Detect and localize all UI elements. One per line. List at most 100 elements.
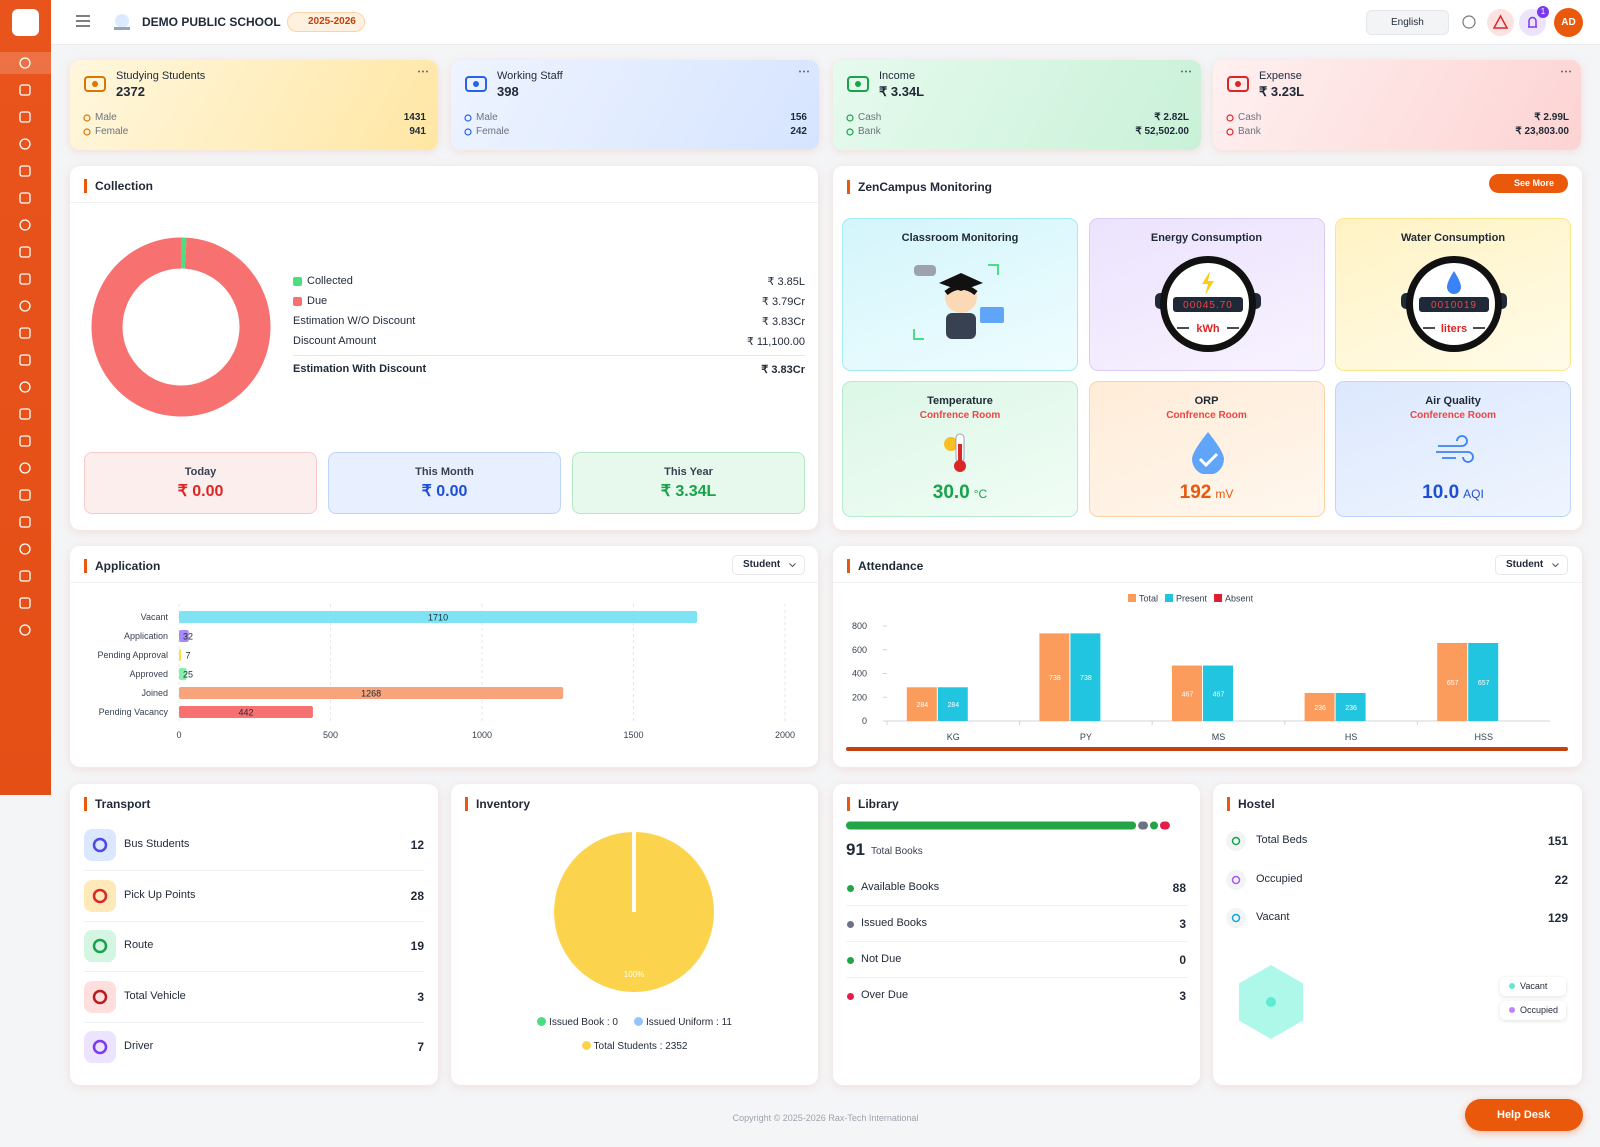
filter-label: Student [1506,559,1544,570]
item-value: 28 [410,888,424,903]
collection-card: Collection Collected ₹ 3.85L Due ₹ 3.79Cr Est… [70,166,818,530]
sensor-unit: mV [1215,487,1234,501]
scrollbar [846,747,1568,751]
bar [179,706,313,718]
x-tick-label: MS [1212,732,1226,742]
separator [84,1021,424,1023]
filter-dropdown[interactable]: Student [732,555,805,575]
icon-shape [19,543,31,555]
legend-swatch [293,277,302,286]
see-more-label: See More [1514,178,1555,188]
row-icon [464,128,472,136]
monitor-tile: Air Quality Conference Room 10.0 AQI [1335,381,1571,517]
filter-dropdown[interactable]: Student [1495,555,1568,575]
transport-icon [84,980,116,1013]
hair [944,284,978,296]
row-icon [846,114,854,122]
stat-row-label: Female [476,126,510,137]
card-title: Library [847,797,899,811]
legend-row: Total Students : 2352 [451,1041,818,1052]
status-dot [847,957,854,964]
card-title: Transport [84,797,150,811]
more-menu [799,70,809,73]
item-label: Total Beds [1256,834,1308,846]
stat-row-label: Male [476,112,498,123]
sidebar-icon [19,435,31,447]
icon-shape [847,76,869,92]
period-box: This Year ₹ 3.34L [572,452,805,514]
stat-card: Working Staff 398 Male 156 Female 242 [451,60,819,150]
stat-icon [1227,76,1249,92]
bar [1070,633,1101,721]
icon-shape [19,570,31,582]
detail-label: Discount Amount [293,335,377,347]
tile-title: Air Quality [1425,395,1481,407]
sidebar-icon [19,57,31,69]
bar-label: 467 [1182,691,1194,698]
library-bar [846,821,1170,830]
session-pill[interactable]: 2025-2026 [287,12,365,32]
language-select[interactable]: English [1366,10,1449,35]
bar-label: 657 [1447,680,1459,687]
separator [84,870,424,871]
item-icon [1231,913,1241,923]
monitoring-card: ZenCampus Monitoring See More Classroom Mo… [833,166,1582,530]
item-value: 22 [1554,872,1568,887]
card-title: Collection [84,179,153,193]
help-icon[interactable] [1462,15,1476,29]
dot [1181,70,1183,73]
transport-icon [84,930,116,962]
period-label: This Month [415,466,474,478]
stat-card: Income ₹ 3.34L Cash ₹ 2.82L Bank ₹ 52,502.00 [833,60,1201,150]
legend-dot [1509,983,1515,989]
icon-shape [19,84,31,96]
sidebar-icon [19,489,31,501]
sidebar-icon [19,273,31,285]
sensor-icon [1191,432,1224,474]
item-value: 88 [1172,881,1186,895]
legend-dot [633,1017,643,1026]
cap [939,273,983,291]
monitor-tile: Classroom Monitoring [842,218,1078,371]
legend-item: Issued Book : 0 [537,1017,618,1028]
meter-reading: 00045.70 [1183,300,1233,311]
menu-icon[interactable] [76,15,90,27]
bar-label: 738 [1080,675,1092,682]
wind [1436,435,1474,463]
legend-dot [537,1017,547,1026]
avatar[interactable]: AD [1554,8,1583,37]
icon-shape [84,76,106,92]
item-value: 151 [1547,834,1568,848]
sidebar-icon [19,462,31,474]
bracket [913,264,999,340]
donut-chart [91,237,271,417]
transport-card: Transport Bus Students 12 Pick Up Points 28 R… [70,784,438,1085]
row-icon [846,128,854,136]
legend-label: Present [1176,594,1208,604]
card-title: Hostel [1227,797,1275,811]
dot [464,128,472,136]
alert-button[interactable] [1487,9,1514,36]
icon-shape [19,381,31,393]
bar [937,687,968,721]
sensor-icon [944,433,966,472]
bar [1172,665,1202,721]
bar-label: 236 [1314,705,1326,712]
stat-value: ₹ 3.34L [879,84,925,99]
glyph [1231,836,1241,846]
bar-label: 657 [1478,680,1490,687]
help-desk-button[interactable]: Help Desk [1465,1099,1583,1131]
monitor-tile: Energy Consumption 00045.70 kWh [1088,218,1325,371]
legend-value: ₹ 3.79Cr [761,296,805,308]
see-more-button[interactable]: See More [1489,174,1568,193]
item-value: 7 [417,1040,424,1054]
dot [1565,70,1567,73]
chevron-path [1552,563,1559,568]
icon-shape [19,300,31,312]
x-tick-label: 500 [323,730,338,740]
item-label: Total Vehicle [124,989,186,1002]
legend-label: Absent [1225,594,1254,604]
bar-label: 738 [1049,675,1061,682]
legend-swatch [1128,594,1136,602]
row-icon [83,114,91,122]
